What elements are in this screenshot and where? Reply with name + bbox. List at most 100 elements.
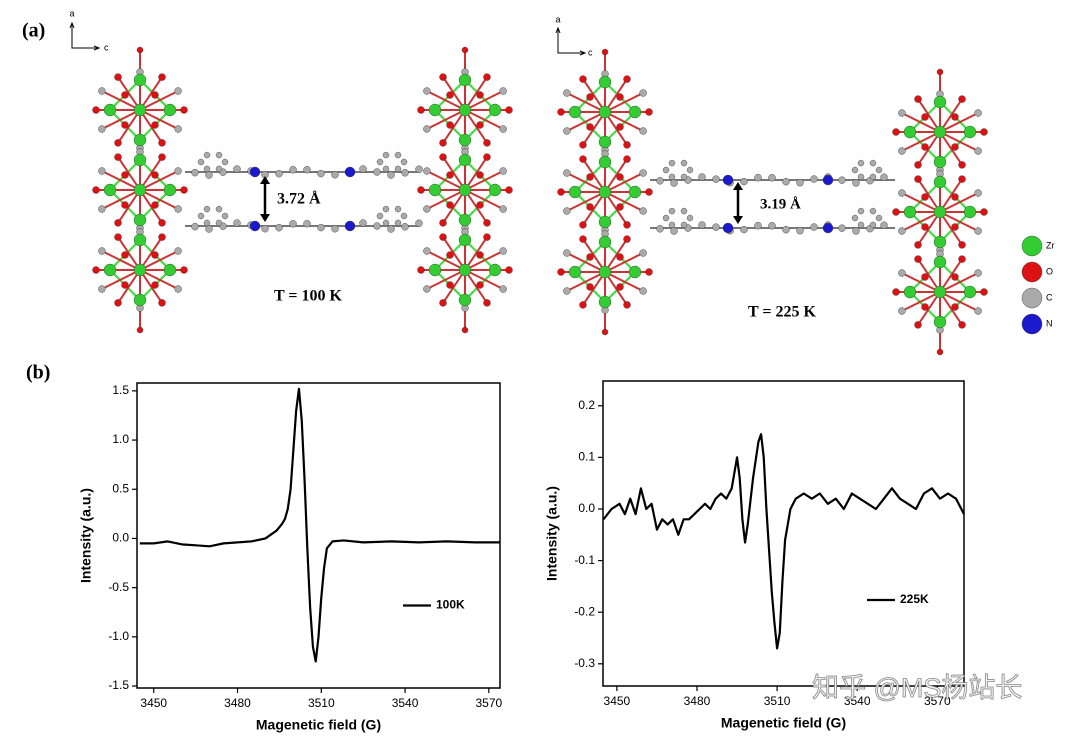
atom (933, 285, 947, 299)
atom (869, 159, 877, 167)
panel-label: (b) (26, 362, 50, 384)
atom (662, 166, 670, 174)
atom (579, 301, 587, 309)
bond (917, 178, 941, 213)
atom (401, 223, 409, 231)
atom (505, 186, 513, 194)
atom (373, 222, 381, 230)
bond (917, 98, 941, 133)
bond (917, 258, 941, 293)
x-tick-label: 3540 (392, 696, 419, 710)
bond (901, 112, 941, 133)
atom (628, 105, 642, 119)
atom (951, 143, 959, 151)
atom (261, 224, 269, 233)
atom (483, 73, 491, 81)
bond (442, 76, 466, 111)
atom (857, 207, 865, 215)
axis-glyph-head (555, 26, 587, 56)
atom (136, 326, 144, 334)
atom (875, 214, 883, 222)
atom (568, 185, 582, 199)
atom (662, 214, 670, 222)
atom (1021, 287, 1043, 309)
atom (616, 253, 624, 261)
x-axis-label: Magenetic field (G) (721, 715, 846, 731)
atom (586, 283, 594, 291)
atom (914, 321, 922, 329)
atom (446, 171, 454, 179)
bond (939, 131, 979, 152)
atom (439, 233, 447, 241)
atom (898, 269, 906, 277)
atom (974, 227, 982, 235)
atom (249, 166, 261, 178)
atom (958, 241, 966, 249)
atom (980, 128, 988, 136)
atom (936, 68, 944, 76)
atom (174, 87, 182, 95)
atom (880, 221, 888, 229)
atom (579, 141, 587, 149)
atom (401, 169, 409, 177)
atom (951, 273, 959, 281)
bond (582, 111, 606, 146)
atom (645, 108, 653, 116)
atom (822, 174, 834, 186)
atom (586, 203, 594, 211)
atom (557, 188, 565, 196)
atom (579, 155, 587, 163)
atom (668, 207, 676, 215)
atom (722, 174, 734, 186)
atom (933, 255, 947, 269)
bond (939, 192, 979, 213)
atom (233, 165, 241, 173)
bond (901, 272, 941, 293)
atom (373, 168, 381, 176)
atom (476, 171, 484, 179)
element-label: O (1046, 266, 1053, 276)
x-tick-label: 3450 (604, 694, 631, 708)
atom (458, 263, 472, 277)
atom (114, 139, 122, 147)
atom (461, 326, 469, 334)
atom (133, 263, 147, 277)
bond (566, 191, 606, 212)
atom (439, 299, 447, 307)
y-tick-label: 0.5 (112, 481, 129, 495)
atom (768, 222, 776, 230)
atom (400, 158, 408, 166)
atom (215, 165, 223, 173)
atom (586, 123, 594, 131)
bond (101, 250, 141, 271)
x-tick-label: 3570 (924, 694, 951, 708)
atom (400, 212, 408, 220)
atom (639, 207, 647, 215)
y-tick-label: 0.0 (112, 531, 129, 545)
atom (568, 265, 582, 279)
atom (499, 87, 507, 95)
atom (898, 227, 906, 235)
bond (582, 238, 606, 273)
atom (921, 223, 929, 231)
atom (158, 219, 166, 227)
atom (563, 249, 571, 257)
atom (616, 93, 624, 101)
atom (563, 169, 571, 177)
atom (616, 203, 624, 211)
axis-glyph-label: c (588, 47, 593, 57)
atom (133, 103, 147, 117)
atom (417, 266, 425, 274)
atom (670, 227, 678, 235)
atom (114, 153, 122, 161)
atom (880, 173, 888, 181)
atom (639, 127, 647, 135)
panel-label: (a) (22, 20, 45, 42)
atom (974, 269, 982, 277)
atom (768, 174, 776, 182)
atom (394, 205, 402, 213)
atom (446, 281, 454, 289)
atom (598, 265, 612, 279)
atom (810, 175, 818, 183)
